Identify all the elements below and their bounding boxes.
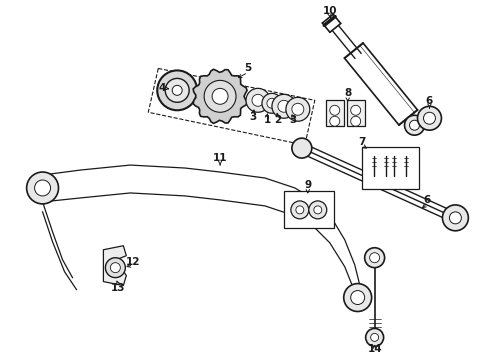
FancyBboxPatch shape bbox=[347, 100, 365, 126]
Text: 8: 8 bbox=[344, 88, 351, 98]
Circle shape bbox=[351, 105, 361, 115]
Circle shape bbox=[370, 333, 379, 341]
Circle shape bbox=[314, 206, 322, 214]
Circle shape bbox=[292, 138, 312, 158]
FancyBboxPatch shape bbox=[326, 100, 343, 126]
Circle shape bbox=[165, 78, 189, 102]
Text: 9: 9 bbox=[304, 180, 311, 190]
Circle shape bbox=[449, 212, 462, 224]
Circle shape bbox=[417, 106, 441, 130]
Text: 14: 14 bbox=[368, 345, 382, 354]
Circle shape bbox=[110, 263, 121, 273]
Circle shape bbox=[204, 80, 236, 112]
Circle shape bbox=[351, 291, 365, 305]
Circle shape bbox=[343, 284, 371, 311]
FancyBboxPatch shape bbox=[362, 147, 418, 189]
Circle shape bbox=[105, 258, 125, 278]
Circle shape bbox=[292, 103, 304, 115]
Text: 3: 3 bbox=[289, 115, 296, 125]
Text: 11: 11 bbox=[213, 153, 227, 163]
Circle shape bbox=[267, 98, 277, 108]
Circle shape bbox=[351, 116, 361, 126]
Circle shape bbox=[296, 206, 304, 214]
FancyBboxPatch shape bbox=[369, 258, 380, 264]
Circle shape bbox=[26, 172, 58, 204]
Circle shape bbox=[157, 71, 197, 110]
Text: 6: 6 bbox=[426, 96, 433, 106]
FancyBboxPatch shape bbox=[284, 191, 334, 228]
Circle shape bbox=[330, 116, 340, 126]
Circle shape bbox=[405, 115, 424, 135]
Text: 2: 2 bbox=[274, 115, 282, 125]
Text: 3: 3 bbox=[249, 112, 257, 122]
Circle shape bbox=[330, 105, 340, 115]
Circle shape bbox=[278, 100, 290, 112]
Circle shape bbox=[365, 248, 385, 268]
Circle shape bbox=[252, 94, 264, 106]
Circle shape bbox=[172, 85, 182, 95]
Text: 12: 12 bbox=[126, 257, 141, 267]
Circle shape bbox=[366, 328, 384, 346]
Polygon shape bbox=[103, 246, 126, 285]
Text: 10: 10 bbox=[322, 6, 337, 15]
Circle shape bbox=[262, 93, 282, 113]
Text: 7: 7 bbox=[358, 137, 366, 147]
Circle shape bbox=[35, 180, 50, 196]
Text: 13: 13 bbox=[111, 283, 125, 293]
Circle shape bbox=[423, 112, 436, 124]
Text: 6: 6 bbox=[424, 195, 431, 205]
Circle shape bbox=[212, 88, 228, 104]
Text: 5: 5 bbox=[245, 63, 252, 73]
Circle shape bbox=[272, 94, 296, 118]
Circle shape bbox=[309, 201, 327, 219]
Text: 4: 4 bbox=[159, 84, 166, 93]
Circle shape bbox=[410, 120, 419, 130]
Circle shape bbox=[286, 97, 310, 121]
Text: 1: 1 bbox=[263, 115, 270, 125]
Circle shape bbox=[291, 201, 309, 219]
Circle shape bbox=[442, 205, 468, 231]
Circle shape bbox=[369, 253, 380, 263]
Circle shape bbox=[246, 88, 270, 112]
Polygon shape bbox=[193, 69, 247, 123]
